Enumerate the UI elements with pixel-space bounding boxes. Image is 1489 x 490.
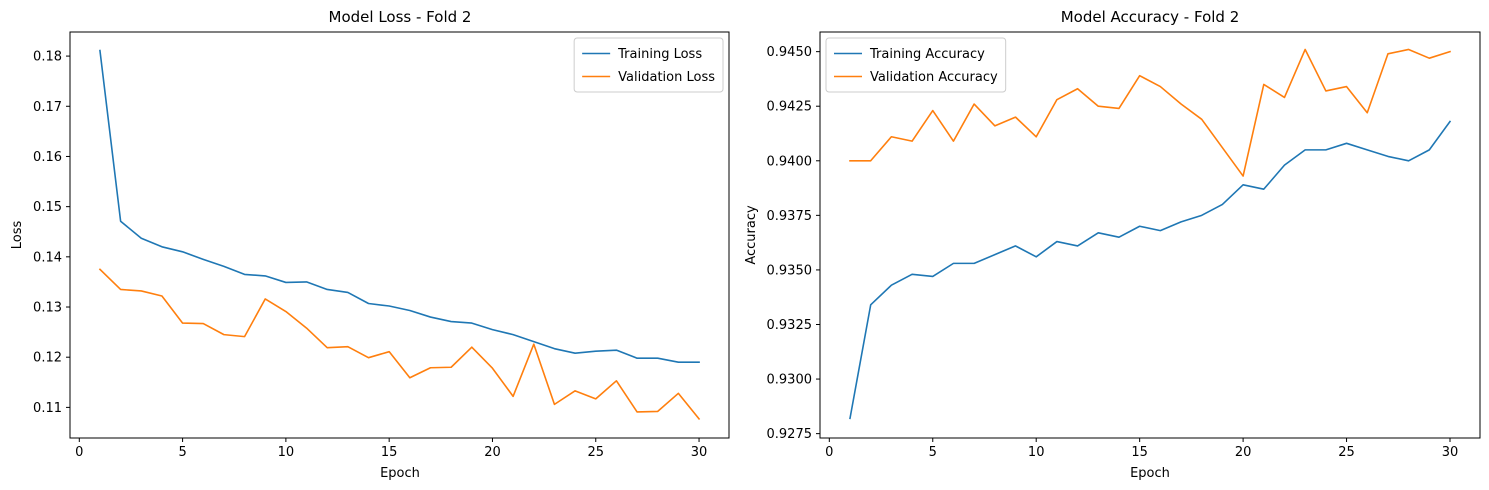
loss-chart-legend-label-1: Validation Loss	[618, 70, 715, 85]
accuracy-chart-y-ticks: 0.9275 0.9300 0.9325 0.9350 0.9375 0.9400 0.94…	[767, 45, 820, 442]
accuracy-chart-title: Model Accuracy - Fold 2	[1061, 8, 1240, 26]
loss-chart-x-axis-label: Epoch	[380, 466, 420, 481]
loss-chart-x-tick-label: 20	[484, 445, 501, 460]
loss-chart-x-ticks: 0 5 10 15 20 25 30	[75, 438, 707, 460]
accuracy-chart-y-axis-label: Accuracy	[744, 205, 759, 265]
loss-chart-x-tick-label: 0	[75, 445, 83, 460]
loss-chart-y-tick-label: 0.16	[33, 150, 62, 165]
accuracy-chart-y-tick-label: 0.9400	[767, 154, 813, 169]
accuracy-chart-plot-frame	[819, 31, 1481, 439]
loss-chart-x-tick-label: 10	[278, 445, 295, 460]
accuracy-chart-legend-frame	[825, 37, 1007, 93]
loss-chart-lines	[98, 49, 701, 421]
accuracy-chart-x-tick-label: 5	[929, 445, 937, 460]
loss-chart-legend: Training Loss Validation Loss	[573, 37, 724, 93]
loss-chart-y-ticks: 0.11 0.12 0.13 0.14 0.15 0.16 0.17 0.18	[33, 50, 70, 416]
loss-chart-y-tick-label: 0.18	[33, 50, 62, 65]
loss-chart-y-tick-label: 0.15	[33, 200, 62, 215]
accuracy-chart-x-tick-label: 20	[1235, 445, 1252, 460]
accuracy-chart-y-tick-label: 0.9425	[767, 100, 813, 115]
accuracy-chart-x-tick-label: 0	[825, 445, 833, 460]
loss-chart-plot-frame	[69, 31, 730, 439]
accuracy-chart-series-line-0	[849, 120, 1452, 420]
loss-chart-legend-frame	[573, 37, 724, 93]
accuracy-chart-x-axis-label: Epoch	[1130, 466, 1170, 481]
loss-chart-y-axis-label: Loss	[10, 221, 25, 250]
loss-chart-y-tick-label: 0.13	[33, 301, 62, 316]
accuracy-chart-y-tick-label: 0.9375	[767, 209, 813, 224]
accuracy-chart-x-ticks: 0 5 10 15 20 25 30	[825, 438, 1458, 460]
loss-chart-x-tick-label: 25	[587, 445, 604, 460]
loss-chart-y-tick-label: 0.11	[33, 401, 62, 416]
accuracy-chart-legend-label-0: Training Accuracy	[869, 47, 985, 62]
accuracy-chart-legend-label-1: Validation Accuracy	[870, 70, 998, 85]
loss-chart-y-tick-label: 0.17	[33, 100, 62, 115]
loss-chart: Model Loss - Fold 2 0 5 10 15 20 25 30 0.110.1…	[10, 8, 730, 481]
accuracy-chart-x-tick-label: 15	[1131, 445, 1148, 460]
accuracy-chart-lines	[849, 48, 1452, 420]
loss-chart-y-tick-label: 0.12	[33, 351, 62, 366]
accuracy-chart-x-tick-label: 30	[1442, 445, 1459, 460]
accuracy-chart-y-tick-label: 0.9300	[767, 373, 813, 388]
accuracy-chart: Model Accuracy - Fold 2 0 5 10 15 20 25 30 0.9…	[744, 8, 1481, 481]
loss-chart-x-tick-label: 30	[691, 445, 708, 460]
loss-chart-x-tick-label: 15	[381, 445, 398, 460]
accuracy-chart-x-tick-label: 25	[1338, 445, 1355, 460]
loss-chart-title: Model Loss - Fold 2	[329, 8, 472, 26]
accuracy-chart-series-line-1	[849, 48, 1452, 177]
accuracy-chart-x-tick-label: 10	[1028, 445, 1045, 460]
accuracy-chart-legend: Training Accuracy Validation Accuracy	[825, 37, 1007, 93]
loss-chart-y-tick-label: 0.14	[33, 250, 62, 265]
loss-chart-x-tick-label: 5	[178, 445, 186, 460]
accuracy-chart-y-tick-label: 0.9325	[767, 318, 813, 333]
accuracy-chart-y-tick-label: 0.9275	[767, 427, 813, 442]
loss-chart-series-line-0	[99, 49, 700, 364]
accuracy-chart-y-tick-label: 0.9450	[767, 45, 813, 60]
loss-chart-series-line-1	[98, 268, 701, 421]
loss-chart-legend-label-0: Training Loss	[617, 47, 702, 62]
accuracy-chart-y-tick-label: 0.9350	[767, 263, 813, 278]
